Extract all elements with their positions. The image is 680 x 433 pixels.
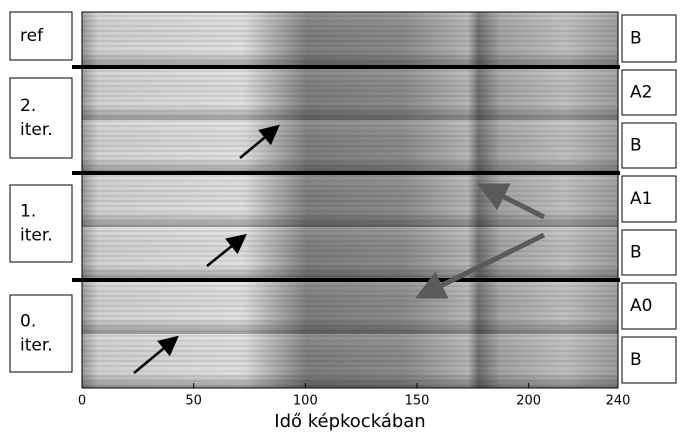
left-label: iter.: [20, 120, 53, 140]
left-label: ref: [20, 26, 44, 46]
right-label-box: [621, 175, 677, 223]
spectrogram-texture: [82, 120, 618, 173]
right-label-box: [621, 69, 677, 116]
right-label-box: [621, 336, 677, 384]
right-label-box: [621, 282, 677, 330]
arrow: [415, 232, 546, 299]
right-label-box: [621, 122, 677, 169]
x-tick-label: 100: [293, 394, 318, 409]
right-label: A2: [630, 83, 652, 103]
left-label-box: [9, 184, 73, 263]
left-label-box: [9, 294, 73, 373]
spectrogram-texture: [82, 280, 618, 334]
x-tick-label: 50: [185, 394, 202, 409]
arrow: [239, 124, 280, 159]
x-tick-label: 200: [516, 394, 541, 409]
right-label: B: [630, 136, 642, 156]
spectrogram-texture: [82, 227, 618, 280]
arrows: [133, 124, 546, 374]
right-label: B: [630, 29, 642, 49]
right-label-box: [621, 229, 677, 276]
spectrogram-texture: [82, 12, 618, 67]
left-label: 0.: [20, 312, 36, 332]
x-tick-label: 240: [606, 394, 631, 409]
left-label-box: [9, 77, 73, 159]
arrow: [477, 183, 546, 220]
left-label-box: [9, 11, 73, 61]
left-label: 2.: [20, 96, 36, 116]
right-label: B: [630, 243, 642, 263]
right-label: A1: [630, 189, 652, 209]
spectrogram-texture: [82, 334, 618, 388]
right-label: B: [630, 350, 642, 370]
x-tick-label: 0: [78, 394, 86, 409]
left-label: 1.: [20, 202, 36, 222]
x-tick-label: 150: [405, 394, 430, 409]
arrow: [133, 335, 179, 374]
left-label: iter.: [20, 336, 53, 356]
right-label-box: [621, 14, 677, 63]
plot-frame: [81, 11, 619, 389]
right-label: A0: [630, 296, 652, 316]
arrow: [206, 233, 247, 267]
spectrogram-texture: [82, 173, 618, 227]
left-label: iter.: [20, 226, 53, 246]
spectrogram-texture: [82, 67, 618, 120]
separators: [72, 65, 620, 282]
x-axis-label: Idő képkockában: [274, 411, 425, 432]
